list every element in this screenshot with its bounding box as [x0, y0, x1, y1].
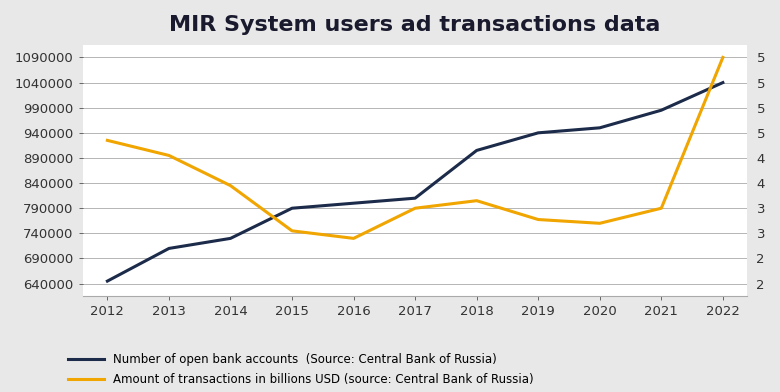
Number of open bank accounts  (Source: Central Bank of Russia): (2.02e+03, 9.85e+05): Central Bank of Russia): (2.02e+03, 9.85… — [657, 108, 666, 113]
Line: Amount of transactions in billions USD (source: Central Bank of Russia): Amount of transactions in billions USD (… — [108, 58, 723, 238]
Number of open bank accounts  (Source: Central Bank of Russia): (2.02e+03, 1.04e+06): Central Bank of Russia): (2.02e+03, 1.04… — [718, 80, 728, 85]
Amount of transactions in billions USD (source: Central Bank of Russia): (2.02e+03, 3.1): Central Bank of Russia): (2.02e+03, 3.1) — [472, 198, 481, 203]
Amount of transactions in billions USD (source: Central Bank of Russia): (2.01e+03, 3.3): Central Bank of Russia): (2.01e+03, 3.3) — [225, 183, 235, 188]
Number of open bank accounts  (Source: Central Bank of Russia): (2.01e+03, 7.3e+05): Central Bank of Russia): (2.01e+03, 7.3e… — [225, 236, 235, 241]
Legend: Number of open bank accounts  (Source: Central Bank of Russia), Amount of transa: Number of open bank accounts (Source: Ce… — [69, 353, 534, 386]
Amount of transactions in billions USD (source: Central Bank of Russia): (2.01e+03, 3.9): Central Bank of Russia): (2.01e+03, 3.9) — [103, 138, 112, 143]
Amount of transactions in billions USD (source: Central Bank of Russia): (2.02e+03, 5): Central Bank of Russia): (2.02e+03, 5) — [718, 55, 728, 60]
Amount of transactions in billions USD (source: Central Bank of Russia): (2.02e+03, 2.85): Central Bank of Russia): (2.02e+03, 2.85… — [534, 217, 543, 222]
Number of open bank accounts  (Source: Central Bank of Russia): (2.01e+03, 7.1e+05): Central Bank of Russia): (2.01e+03, 7.1e… — [165, 246, 174, 251]
Amount of transactions in billions USD (source: Central Bank of Russia): (2.01e+03, 3.7): Central Bank of Russia): (2.01e+03, 3.7) — [165, 153, 174, 158]
Number of open bank accounts  (Source: Central Bank of Russia): (2.01e+03, 6.45e+05): Central Bank of Russia): (2.01e+03, 6.45… — [103, 279, 112, 283]
Number of open bank accounts  (Source: Central Bank of Russia): (2.02e+03, 9.5e+05): Central Bank of Russia): (2.02e+03, 9.5e… — [595, 125, 604, 130]
Number of open bank accounts  (Source: Central Bank of Russia): (2.02e+03, 8.1e+05): Central Bank of Russia): (2.02e+03, 8.1e… — [410, 196, 420, 201]
Number of open bank accounts  (Source: Central Bank of Russia): (2.02e+03, 8e+05): Central Bank of Russia): (2.02e+03, 8e+0… — [349, 201, 358, 205]
Line: Number of open bank accounts  (Source: Central Bank of Russia): Number of open bank accounts (Source: Ce… — [108, 83, 723, 281]
Amount of transactions in billions USD (source: Central Bank of Russia): (2.02e+03, 2.6): Central Bank of Russia): (2.02e+03, 2.6) — [349, 236, 358, 241]
Title: MIR System users ad transactions data: MIR System users ad transactions data — [169, 15, 661, 35]
Number of open bank accounts  (Source: Central Bank of Russia): (2.02e+03, 7.9e+05): Central Bank of Russia): (2.02e+03, 7.9e… — [287, 206, 296, 211]
Amount of transactions in billions USD (source: Central Bank of Russia): (2.02e+03, 3): Central Bank of Russia): (2.02e+03, 3) — [410, 206, 420, 211]
Number of open bank accounts  (Source: Central Bank of Russia): (2.02e+03, 9.4e+05): Central Bank of Russia): (2.02e+03, 9.4e… — [534, 131, 543, 135]
Amount of transactions in billions USD (source: Central Bank of Russia): (2.02e+03, 3): Central Bank of Russia): (2.02e+03, 3) — [657, 206, 666, 211]
Amount of transactions in billions USD (source: Central Bank of Russia): (2.02e+03, 2.7): Central Bank of Russia): (2.02e+03, 2.7) — [287, 229, 296, 233]
Number of open bank accounts  (Source: Central Bank of Russia): (2.02e+03, 9.05e+05): Central Bank of Russia): (2.02e+03, 9.05… — [472, 148, 481, 153]
Amount of transactions in billions USD (source: Central Bank of Russia): (2.02e+03, 2.8): Central Bank of Russia): (2.02e+03, 2.8) — [595, 221, 604, 226]
